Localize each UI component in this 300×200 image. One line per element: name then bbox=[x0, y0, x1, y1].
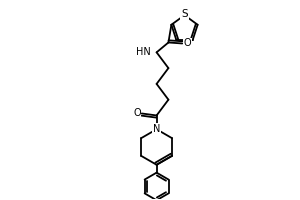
Text: N: N bbox=[153, 124, 160, 134]
Text: O: O bbox=[133, 108, 141, 118]
Text: S: S bbox=[181, 9, 188, 19]
Text: HN: HN bbox=[136, 47, 151, 57]
Text: O: O bbox=[183, 38, 191, 48]
